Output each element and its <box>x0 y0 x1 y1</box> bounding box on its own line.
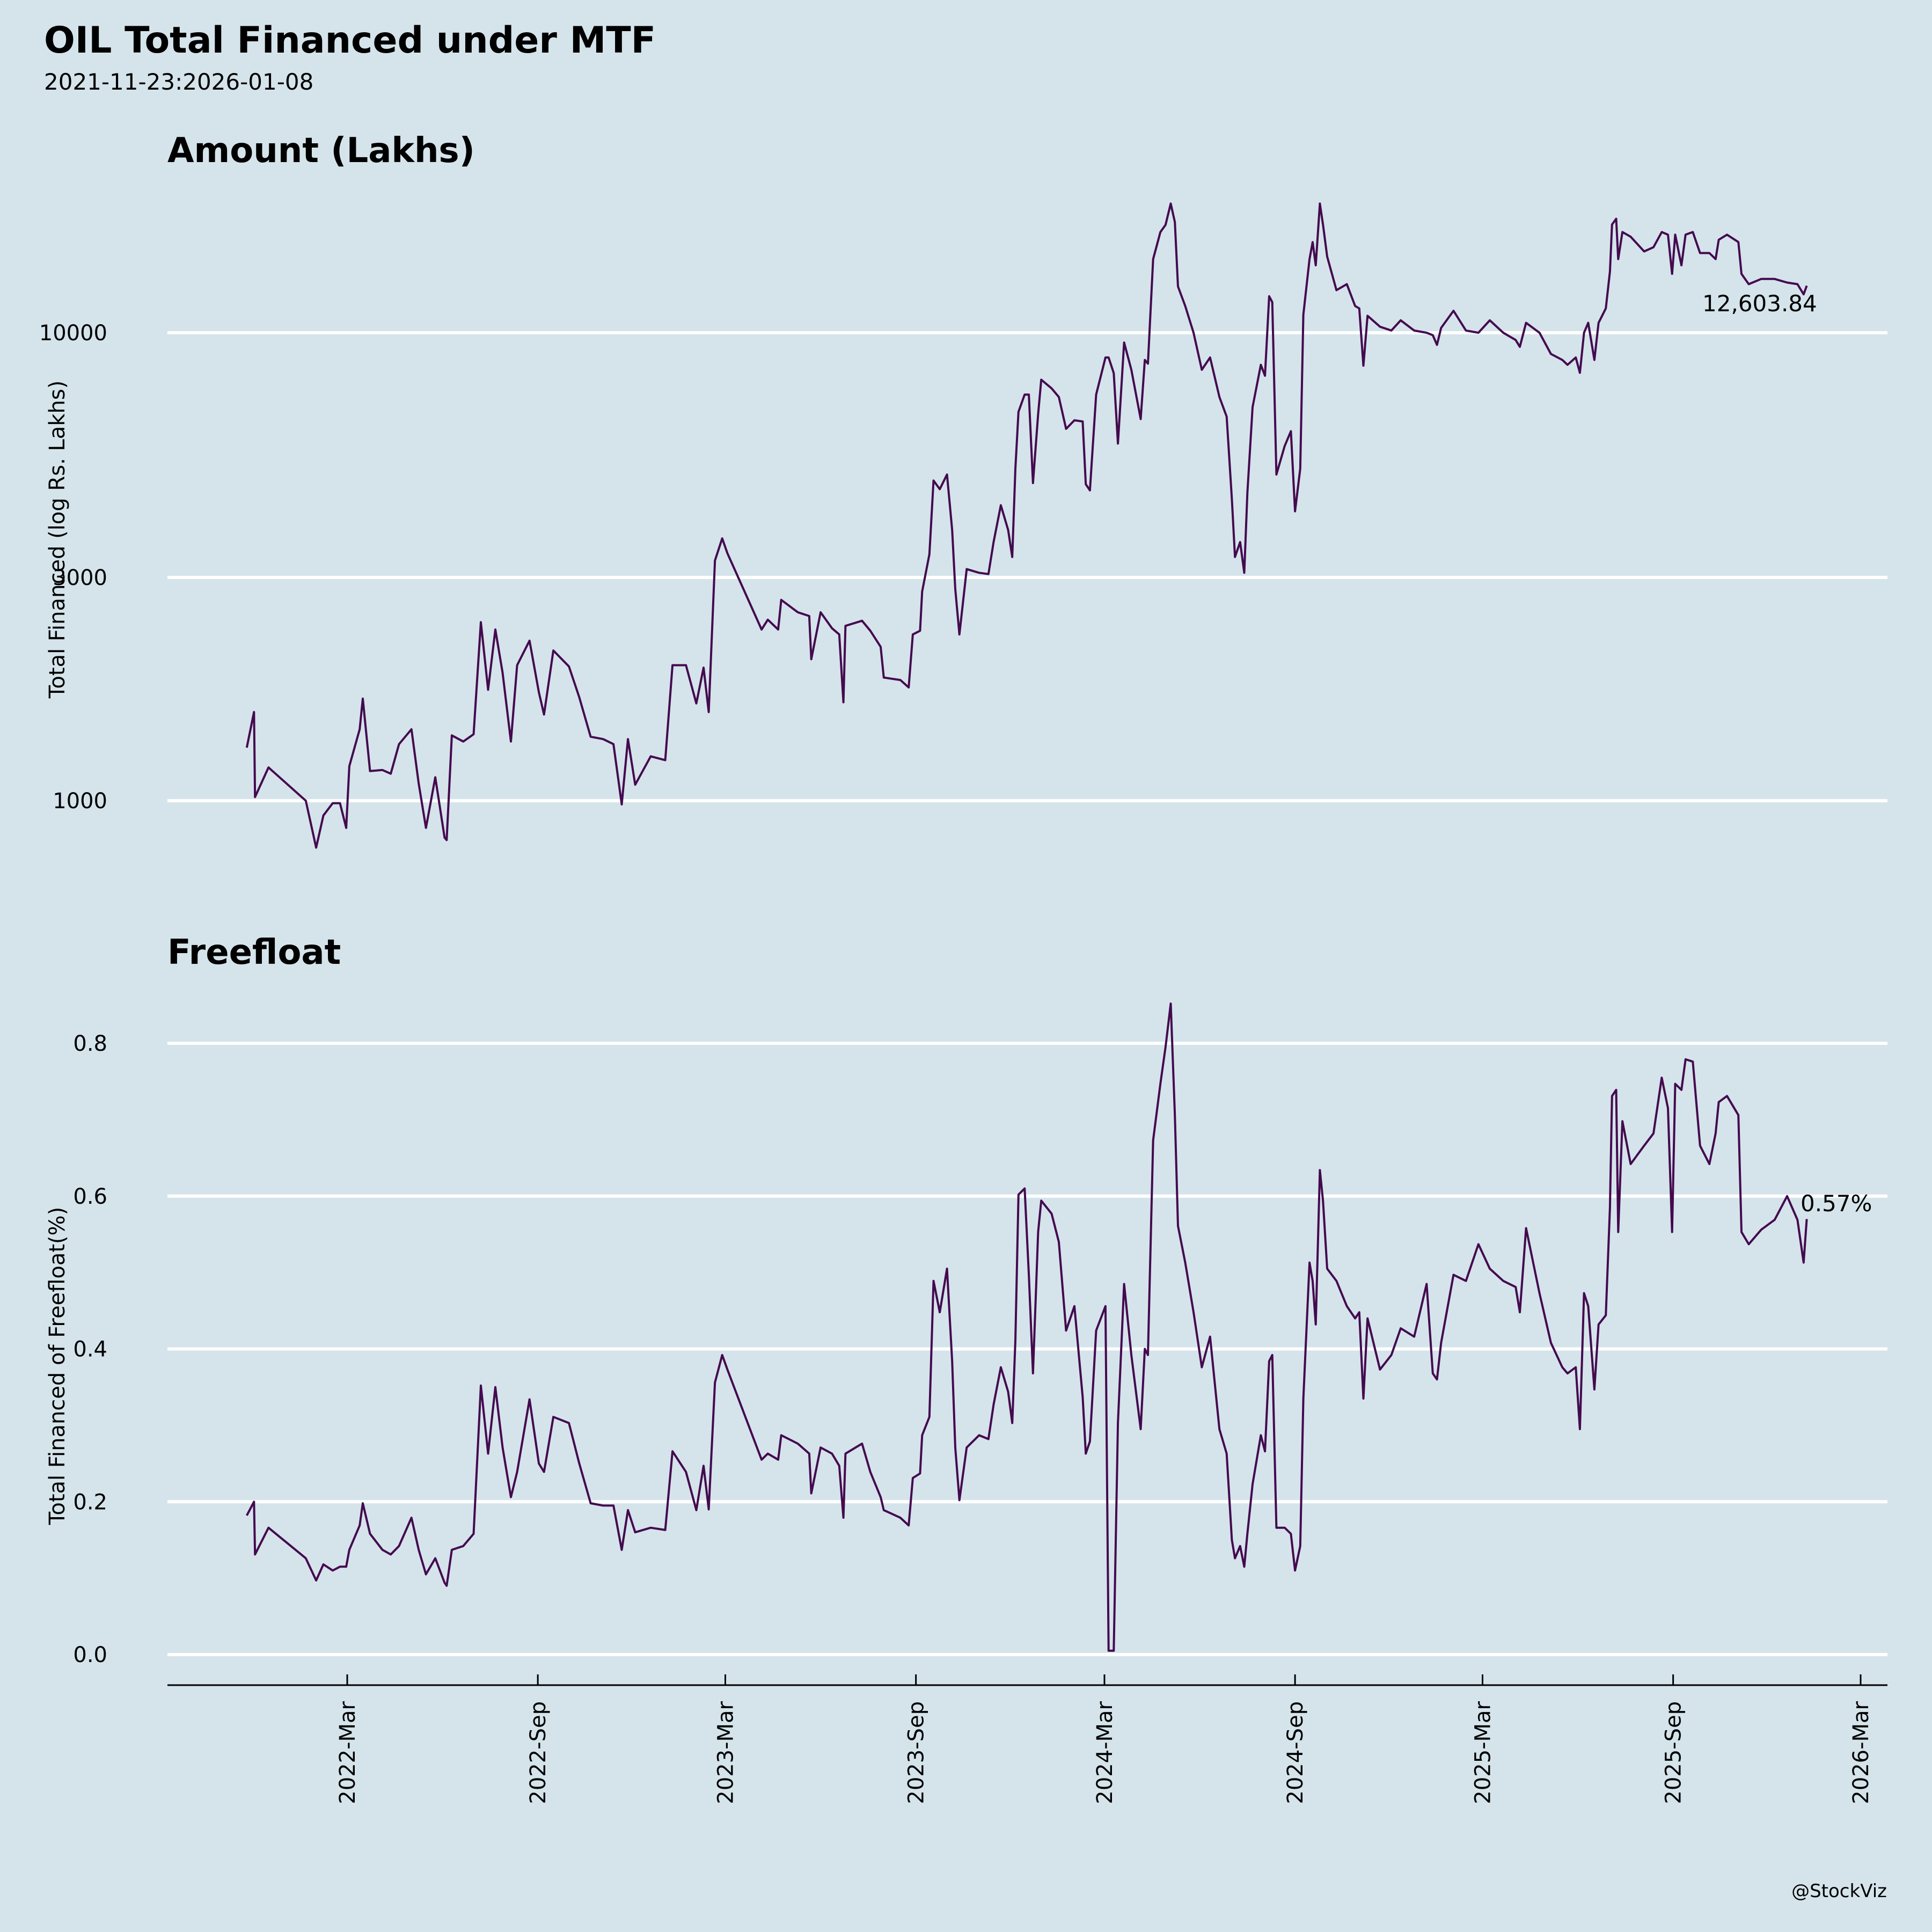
x-tick-label: 2024-Mar <box>1093 1701 1117 1804</box>
x-tick-label: 2022-Mar <box>335 1701 360 1804</box>
x-tick-label: 2024-Sep <box>1283 1701 1308 1804</box>
amount-y-tick-labels: 1000 3000 10000 <box>39 321 107 814</box>
credit-label: @StockViz <box>1791 1880 1887 1902</box>
amount-last-value-label: 12,603.84 <box>1702 290 1817 317</box>
freefloat-gridlines <box>167 1042 1887 1656</box>
y-tick-label: 0.8 <box>73 1031 107 1056</box>
y-tick-label: 0.0 <box>73 1643 107 1667</box>
x-tick-label: 2023-Sep <box>904 1701 929 1804</box>
x-axis-ticks: 2022-Mar 2022-Sep 2023-Mar 2023-Sep 2024-Mar… <box>335 1674 1874 1804</box>
y-tick-label: 3000 <box>53 566 107 590</box>
amount-series-line <box>245 202 1808 849</box>
y-tick-label: 0.4 <box>73 1337 107 1362</box>
x-tick-label: 2025-Sep <box>1662 1701 1686 1804</box>
amount-gridlines <box>167 331 1887 802</box>
x-tick-label: 2026-Mar <box>1849 1701 1874 1804</box>
x-tick-label: 2022-Sep <box>526 1701 551 1804</box>
freefloat-y-tick-labels: 0.0 0.2 0.4 0.6 0.8 <box>73 1031 107 1667</box>
chart-subtitle: 2021-11-23:2026-01-08 <box>44 69 314 95</box>
amount-y-axis-title: Total Financed (log Rs. Lakhs) <box>45 380 70 699</box>
x-tick-label: 2023-Mar <box>714 1701 738 1804</box>
y-tick-label: 10000 <box>39 321 107 346</box>
y-tick-label: 0.2 <box>73 1490 107 1514</box>
freefloat-last-value-label: 0.57% <box>1801 1190 1872 1217</box>
y-tick-label: 0.6 <box>73 1184 107 1209</box>
freefloat-y-axis-title: Total Financed of Freefloat(%) <box>45 1207 70 1526</box>
panel-title-freefloat: Freefloat <box>167 933 341 972</box>
chart-title: OIL Total Financed under MTF <box>44 19 656 62</box>
y-tick-label: 1000 <box>53 789 107 814</box>
panel-title-amount: Amount (Lakhs) <box>167 131 475 171</box>
x-tick-label: 2025-Mar <box>1470 1701 1495 1804</box>
freefloat-series-line <box>246 1002 1808 1652</box>
